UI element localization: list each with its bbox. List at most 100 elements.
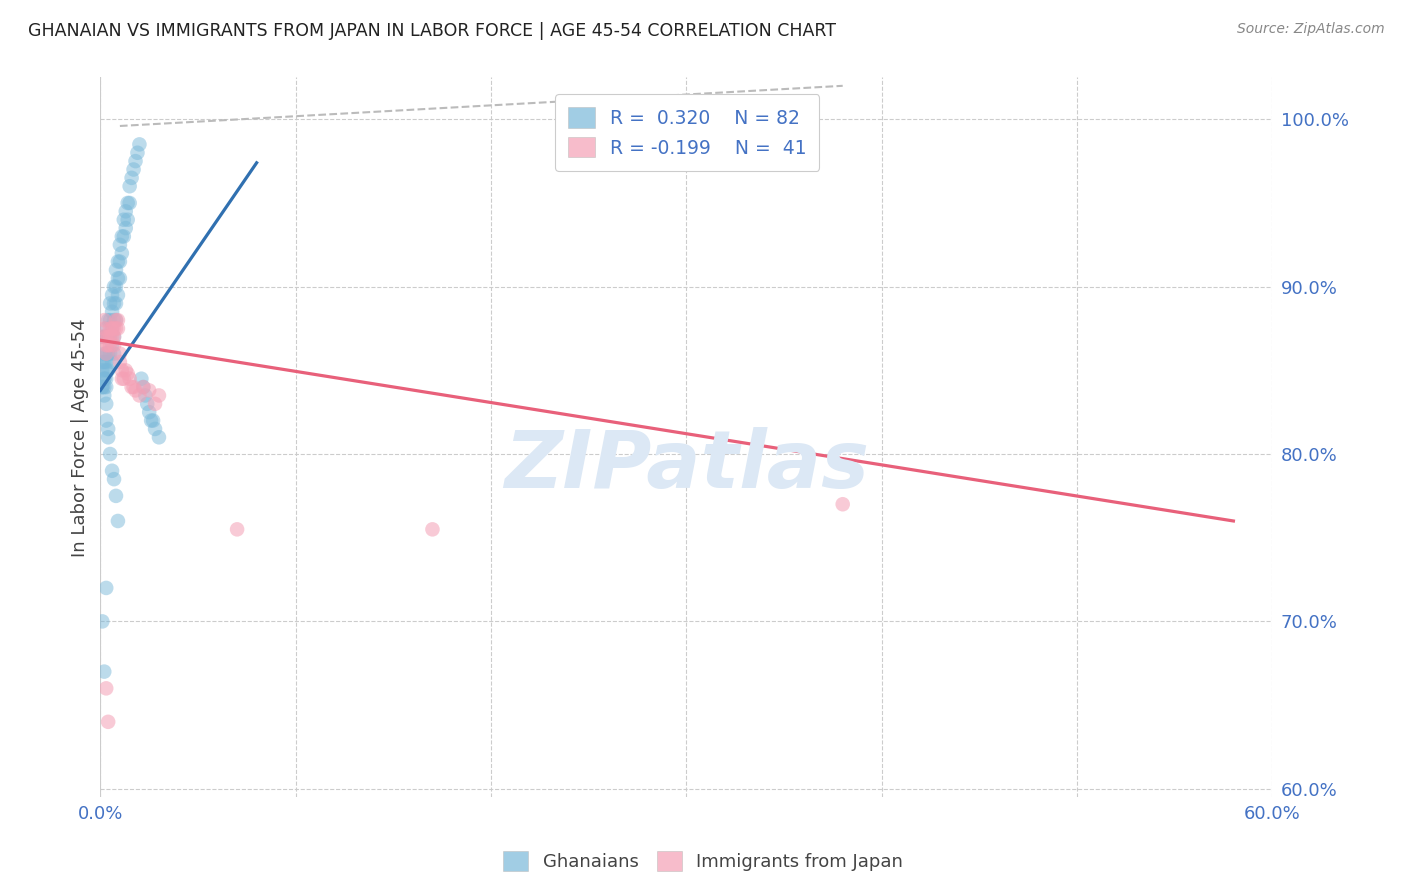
Text: Source: ZipAtlas.com: Source: ZipAtlas.com	[1237, 22, 1385, 37]
Point	[98, 296, 121, 310]
Point	[98, 330, 121, 344]
Point	[114, 204, 136, 219]
Point	[107, 271, 129, 285]
Point	[91, 380, 114, 394]
Point	[101, 321, 124, 335]
Point	[108, 355, 131, 369]
Point	[93, 330, 115, 344]
Point	[422, 522, 444, 536]
Point	[117, 196, 139, 211]
Point	[107, 313, 129, 327]
Point	[96, 355, 118, 369]
Text: GHANAIAN VS IMMIGRANTS FROM JAPAN IN LABOR FORCE | AGE 45-54 CORRELATION CHART: GHANAIAN VS IMMIGRANTS FROM JAPAN IN LAB…	[28, 22, 837, 40]
Point	[97, 338, 120, 352]
Point	[98, 313, 121, 327]
Point	[118, 372, 141, 386]
Point	[107, 254, 129, 268]
Point	[103, 330, 125, 344]
Point	[91, 615, 114, 629]
Point	[96, 397, 118, 411]
Point	[101, 338, 124, 352]
Point	[96, 372, 118, 386]
Point	[112, 229, 135, 244]
Point	[122, 380, 145, 394]
Point	[138, 384, 160, 398]
Point	[108, 254, 131, 268]
Point	[128, 388, 150, 402]
Point	[122, 162, 145, 177]
Point	[93, 355, 115, 369]
Point	[96, 363, 118, 377]
Point	[97, 346, 120, 360]
Point	[103, 313, 125, 327]
Point	[131, 372, 153, 386]
Point	[93, 372, 115, 386]
Point	[104, 321, 127, 335]
Point	[96, 380, 118, 394]
Point	[104, 296, 127, 310]
Point	[101, 355, 124, 369]
Point	[96, 338, 118, 352]
Point	[91, 363, 114, 377]
Point	[104, 263, 127, 277]
Point	[91, 380, 114, 394]
Point	[103, 321, 125, 335]
Point	[96, 330, 118, 344]
Point	[108, 237, 131, 252]
Point	[96, 321, 118, 335]
Point	[112, 372, 135, 386]
Point	[97, 363, 120, 377]
Point	[101, 321, 124, 335]
Point	[93, 380, 115, 394]
Point	[98, 346, 121, 360]
Point	[118, 196, 141, 211]
Point	[91, 330, 114, 344]
Point	[107, 321, 129, 335]
Point	[93, 665, 115, 679]
Point	[97, 422, 120, 436]
Point	[103, 296, 125, 310]
Point	[104, 313, 127, 327]
Point	[226, 522, 249, 536]
Point	[103, 346, 125, 360]
Point	[142, 413, 165, 427]
Point	[98, 338, 121, 352]
Point	[148, 430, 170, 444]
Point	[143, 422, 166, 436]
Point	[103, 338, 125, 352]
Point	[91, 330, 114, 344]
Point	[97, 330, 120, 344]
Point	[136, 397, 159, 411]
Point	[132, 380, 155, 394]
Point	[148, 388, 170, 402]
Point	[96, 581, 118, 595]
Point	[114, 363, 136, 377]
Point	[97, 430, 120, 444]
Point	[121, 170, 143, 185]
Point	[111, 229, 134, 244]
Legend: Ghanaians, Immigrants from Japan: Ghanaians, Immigrants from Japan	[496, 844, 910, 879]
Point	[143, 397, 166, 411]
Point	[132, 380, 155, 394]
Point	[98, 330, 121, 344]
Point	[112, 212, 135, 227]
Point	[831, 497, 853, 511]
Point	[124, 384, 146, 398]
Point	[97, 313, 120, 327]
Point	[101, 305, 124, 319]
Point	[111, 363, 134, 377]
Point	[97, 330, 120, 344]
Point	[118, 179, 141, 194]
Point	[107, 514, 129, 528]
Point	[111, 372, 134, 386]
Point	[108, 346, 131, 360]
Point	[139, 413, 162, 427]
Point	[101, 330, 124, 344]
Point	[117, 367, 139, 381]
Point	[111, 246, 134, 260]
Point	[121, 380, 143, 394]
Point	[91, 355, 114, 369]
Point	[101, 464, 124, 478]
Legend: R =  0.320    N = 82, R = -0.199    N =  41: R = 0.320 N = 82, R = -0.199 N = 41	[555, 94, 820, 170]
Point	[104, 489, 127, 503]
